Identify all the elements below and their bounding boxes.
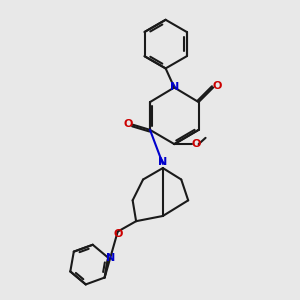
Text: N: N [158,157,167,167]
Text: O: O [213,81,222,91]
Text: O: O [123,119,133,129]
Text: O: O [191,139,200,149]
Text: N: N [106,253,116,263]
Text: N: N [170,82,179,92]
Text: O: O [113,230,122,239]
